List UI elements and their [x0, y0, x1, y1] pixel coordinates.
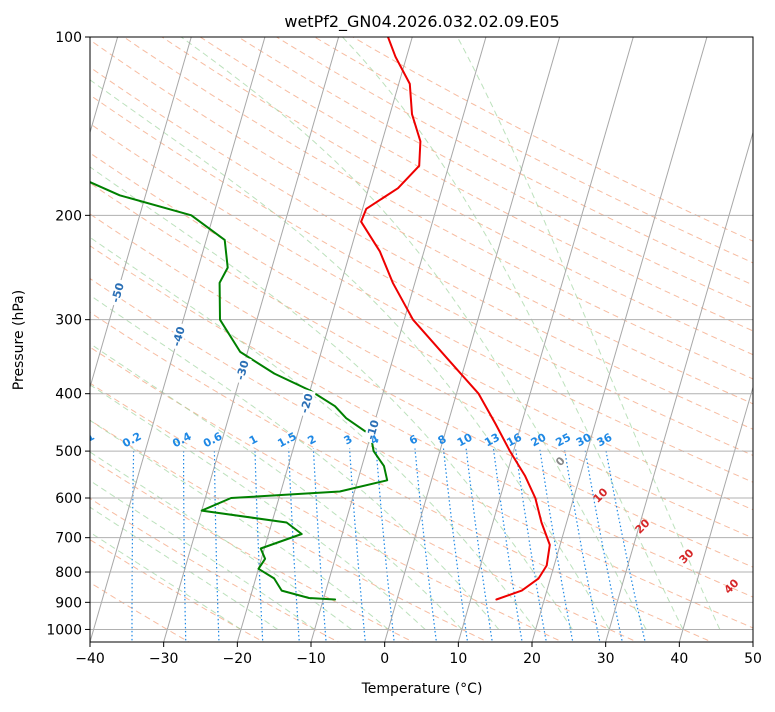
- x-tick-label: −30: [149, 651, 179, 667]
- y-tick-label: 500: [55, 444, 82, 460]
- x-tick-label: 0: [380, 651, 389, 667]
- x-tick-label: −20: [223, 651, 253, 667]
- y-tick-label: 200: [55, 208, 82, 224]
- isotherm-label: -60: [48, 238, 66, 261]
- x-tick-label: 30: [597, 651, 615, 667]
- mixing-ratio-line: [82, 449, 87, 645]
- x-axis-label: Temperature (°C): [361, 681, 483, 697]
- y-tick-label: 700: [55, 531, 82, 547]
- x-tick-label: 40: [670, 651, 688, 667]
- x-tick-label: 50: [744, 651, 762, 667]
- isotherm-label: -70: [0, 177, 10, 200]
- y-tick-label: 600: [55, 491, 82, 507]
- y-tick-label: 900: [55, 595, 82, 611]
- y-tick-label: 400: [55, 387, 82, 403]
- chart-title: wetPf2_GN04.2026.032.02.09.E05: [284, 12, 559, 32]
- y-axis-label: Pressure (hPa): [11, 290, 27, 390]
- x-tick-label: −10: [296, 651, 326, 667]
- x-tick-label: 10: [449, 651, 467, 667]
- y-tick-label: 300: [55, 313, 82, 329]
- y-tick-label: 1000: [46, 622, 82, 638]
- x-tick-label: −40: [75, 651, 105, 667]
- y-tick-label: 800: [55, 565, 82, 581]
- isotherm-line: [753, 37, 775, 642]
- y-tick-label: 100: [55, 30, 82, 46]
- x-tick-label: 20: [523, 651, 541, 667]
